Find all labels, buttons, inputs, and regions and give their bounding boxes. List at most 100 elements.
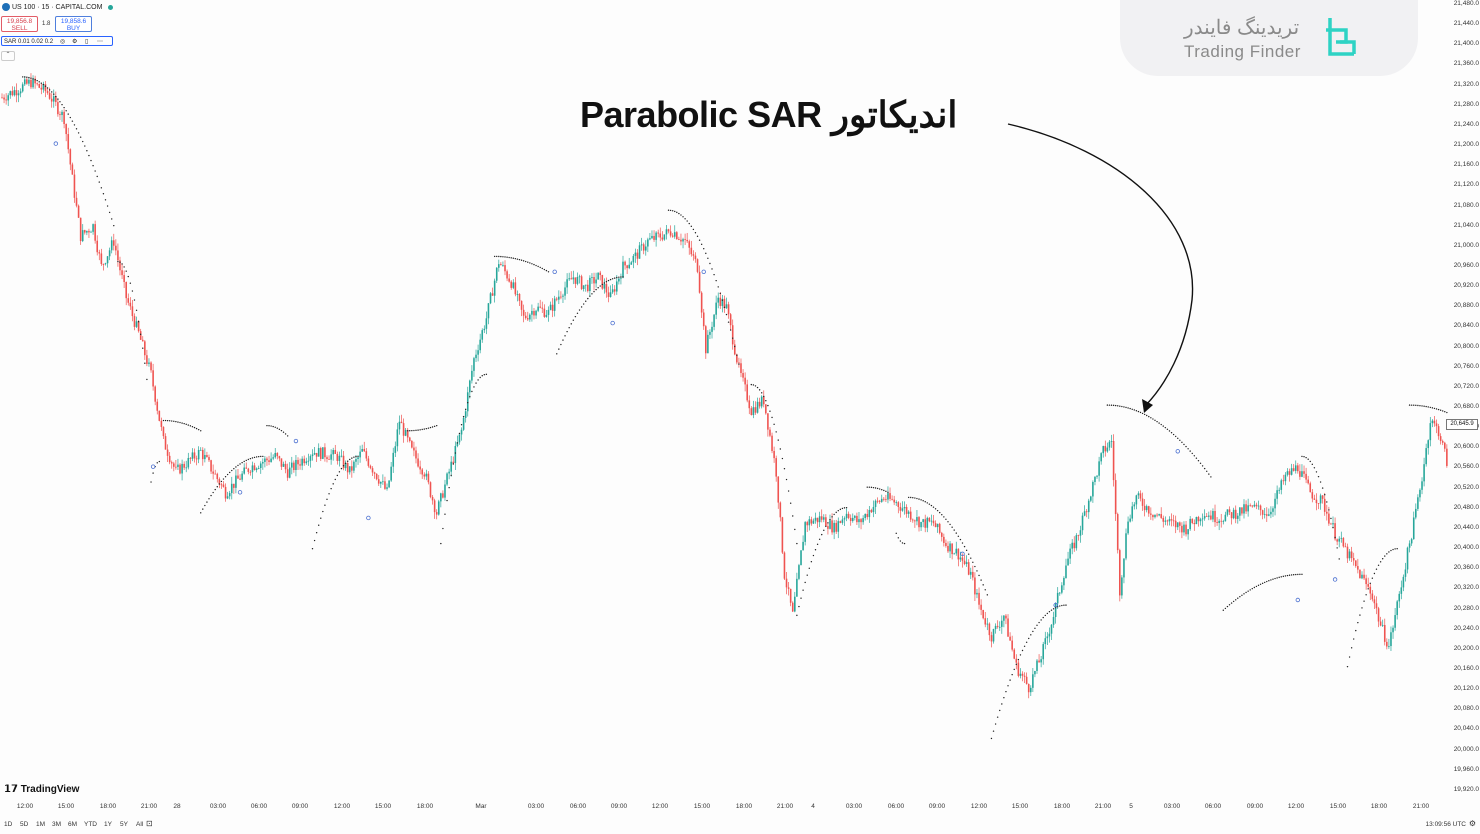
candle-body bbox=[28, 79, 30, 84]
range-button[interactable]: 6M bbox=[68, 821, 78, 828]
candle-body bbox=[1168, 519, 1171, 522]
candle-body bbox=[471, 370, 473, 381]
sar-dot bbox=[978, 574, 980, 577]
candle-body bbox=[1346, 546, 1349, 559]
sar-dot bbox=[502, 256, 504, 258]
candle-body bbox=[1029, 687, 1032, 693]
sar-dot bbox=[407, 430, 409, 432]
symbol-line[interactable]: US 100 · 15 · CAPITAL.COM bbox=[11, 3, 103, 11]
price-axis[interactable]: 21,480.0 21,440.0 21,400.0 21,360.0 21,320.0… bbox=[1448, 0, 1480, 800]
time-axis[interactable]: 12:00 15:00 18:00 21:00 28 03:00 06:00 09:00 12:… bbox=[0, 800, 1448, 814]
candle-body bbox=[570, 278, 573, 280]
candle-body bbox=[406, 429, 409, 438]
range-button[interactable]: 3M bbox=[52, 821, 62, 828]
go-to-date-icon[interactable]: ⊡ bbox=[146, 819, 153, 828]
sar-dot bbox=[796, 542, 798, 545]
candle-body bbox=[1079, 530, 1082, 536]
candle-body bbox=[1377, 608, 1380, 622]
trash-icon[interactable]: ▯ bbox=[85, 39, 89, 45]
indicator-legend-sar[interactable]: SAR 0.01 0.02 0.2 ◎ ⚙ ▯ ⋯ bbox=[1, 36, 113, 46]
sar-dot bbox=[818, 538, 821, 540]
candle-body bbox=[295, 459, 297, 471]
candle-body bbox=[967, 562, 970, 575]
candle-body bbox=[1017, 662, 1020, 676]
more-icon[interactable]: ⋯ bbox=[97, 39, 103, 45]
sell-button[interactable]: 19,856.8 SELL bbox=[1, 16, 38, 32]
candle-body bbox=[1398, 593, 1401, 602]
candle-body bbox=[541, 307, 544, 309]
range-button[interactable]: 5Y bbox=[120, 821, 128, 828]
range-button[interactable]: 1Y bbox=[104, 821, 112, 828]
time-tick-label: 09:00 bbox=[291, 803, 309, 810]
eye-icon[interactable]: ◎ bbox=[60, 39, 66, 45]
candle-body bbox=[535, 310, 537, 316]
sar-dot bbox=[479, 376, 481, 379]
candle-body bbox=[1431, 420, 1434, 424]
sar-dot bbox=[868, 486, 871, 488]
sar-dot bbox=[346, 460, 349, 462]
candle-body bbox=[642, 244, 645, 251]
candle-body bbox=[301, 458, 303, 466]
candle-body bbox=[1386, 641, 1388, 647]
candle-body bbox=[1011, 640, 1013, 650]
sar-dot bbox=[1297, 573, 1299, 576]
range-button[interactable]: YTD bbox=[84, 821, 97, 828]
range-button[interactable]: 1M bbox=[36, 821, 46, 828]
sar-dot bbox=[1276, 577, 1278, 579]
clock-readout[interactable]: 13:09:56 UTC bbox=[1425, 821, 1466, 828]
sar-dot bbox=[967, 553, 970, 555]
candle-body bbox=[589, 277, 591, 292]
sar-dot bbox=[1419, 404, 1421, 407]
chart-canvas[interactable] bbox=[0, 0, 1448, 800]
sar-dot bbox=[736, 354, 738, 356]
sar-dot bbox=[218, 483, 221, 485]
candle-body bbox=[1019, 673, 1022, 676]
sar-dot bbox=[71, 120, 74, 122]
candle-body bbox=[1344, 546, 1347, 548]
range-button[interactable]: 5D bbox=[20, 821, 29, 828]
sar-dot bbox=[763, 395, 765, 398]
range-button[interactable]: 1D bbox=[4, 821, 13, 828]
sar-dot bbox=[531, 263, 533, 265]
candle-body bbox=[460, 429, 463, 435]
time-tick-label: 18:00 bbox=[99, 803, 117, 810]
collapse-legend-button[interactable]: ⌃ bbox=[1, 51, 15, 61]
sar-dot bbox=[951, 526, 953, 528]
sar-dot bbox=[1193, 455, 1196, 457]
candle-body bbox=[692, 254, 695, 256]
candle-body bbox=[464, 411, 467, 418]
candle-body bbox=[914, 520, 916, 522]
price-chart[interactable] bbox=[0, 0, 1448, 800]
trading-finder-watermark: تریدینگ فایندر Trading Finder bbox=[1120, 0, 1418, 76]
candle-body bbox=[1396, 601, 1398, 616]
settings-gear-icon[interactable]: ⚙ bbox=[1468, 819, 1476, 828]
candle-body bbox=[659, 233, 662, 238]
candle-body bbox=[1437, 426, 1440, 437]
price-tick-label: 21,200.0 bbox=[1453, 141, 1479, 149]
range-button[interactable]: All bbox=[136, 821, 144, 828]
sar-dot bbox=[912, 497, 914, 499]
sar-dot bbox=[413, 429, 415, 432]
time-tick-label: 15:00 bbox=[1011, 803, 1029, 810]
sar-dot bbox=[42, 83, 45, 86]
candle-body bbox=[835, 522, 838, 532]
sar-dot bbox=[837, 509, 839, 512]
sar-dot bbox=[674, 210, 676, 213]
price-tick-label: 20,680.0 bbox=[1453, 403, 1479, 410]
candle-body bbox=[57, 102, 59, 115]
settings-icon[interactable]: ⚙ bbox=[72, 39, 78, 45]
candle-body bbox=[545, 314, 548, 317]
candle-body bbox=[1208, 515, 1210, 517]
candle-body bbox=[620, 277, 622, 279]
sar-dot bbox=[607, 279, 610, 282]
buy-button[interactable]: 19,858.6 BUY bbox=[55, 16, 92, 32]
candle-body bbox=[1034, 670, 1036, 675]
candle-body bbox=[1338, 538, 1341, 542]
candle-body bbox=[456, 442, 459, 446]
sar-dot bbox=[1278, 576, 1280, 579]
tradingview-logo[interactable]: 𝟭𝟳 TradingView bbox=[4, 784, 79, 795]
sar-dot bbox=[127, 275, 129, 278]
sar-dot bbox=[1160, 423, 1162, 426]
candle-body bbox=[748, 400, 751, 409]
candle-body bbox=[678, 239, 680, 240]
